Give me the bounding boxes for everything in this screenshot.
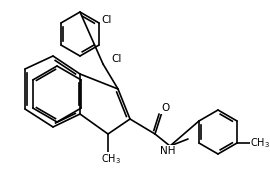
Text: Cl: Cl bbox=[112, 54, 122, 64]
Text: CH$_3$: CH$_3$ bbox=[250, 136, 270, 150]
Text: O: O bbox=[161, 103, 169, 113]
Text: CH$_3$: CH$_3$ bbox=[101, 152, 121, 166]
Text: NH: NH bbox=[160, 146, 176, 156]
Text: Cl: Cl bbox=[102, 15, 112, 25]
